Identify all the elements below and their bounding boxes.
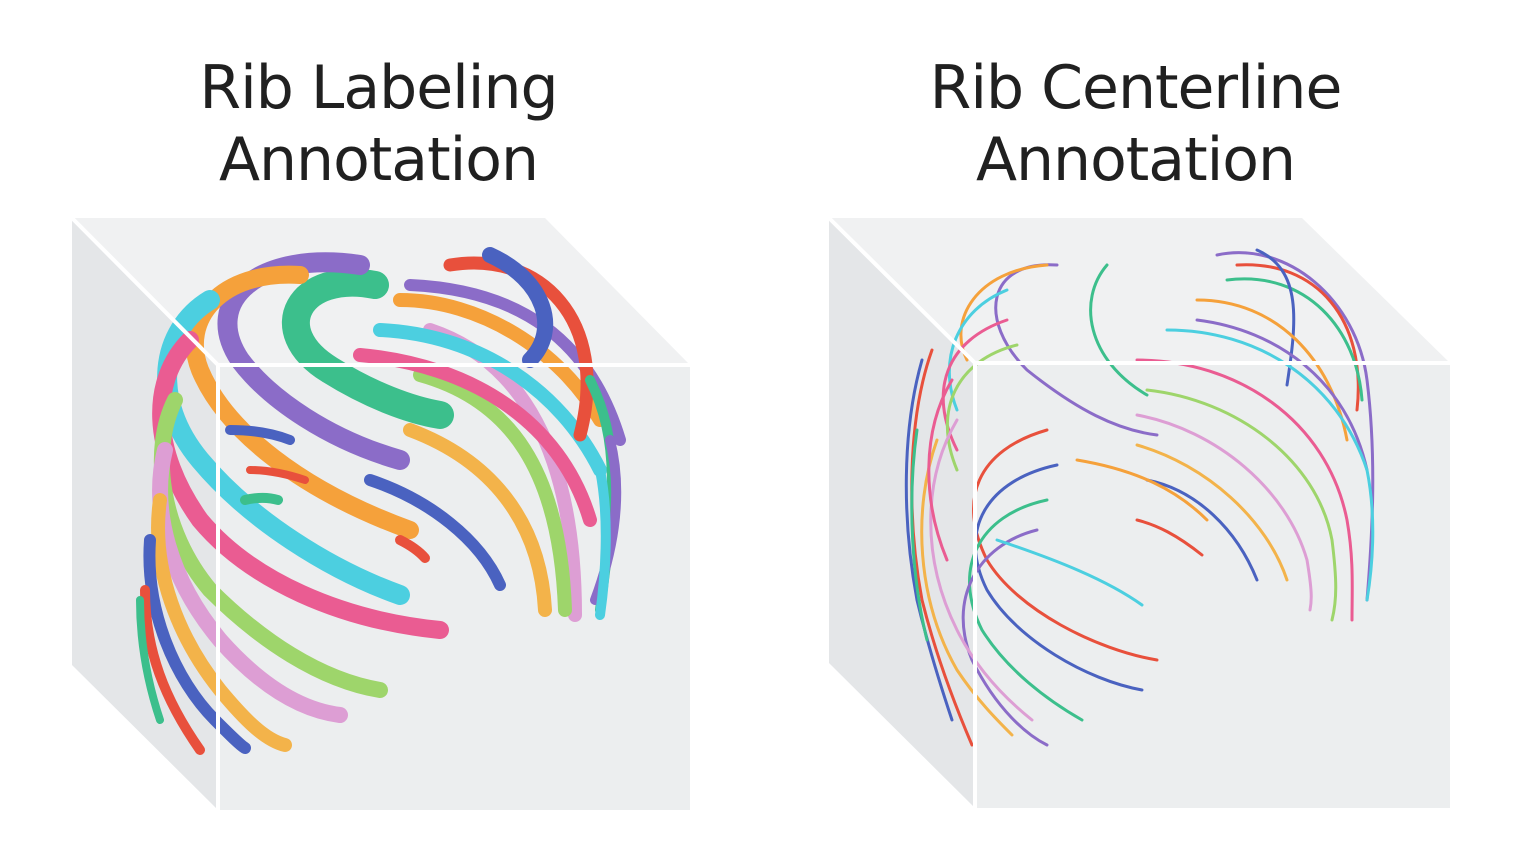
rib-centerline-13 (1089, 263, 1149, 397)
title-line-2: Annotation (218, 125, 539, 195)
rib-mask-3 (403, 423, 552, 617)
rib-centerline-7 (1165, 328, 1375, 602)
rib-mask-23 (140, 585, 205, 755)
rib-mask-2 (413, 368, 572, 617)
rib-centerline-1 (1215, 251, 1375, 602)
rib-centerline-scene (827, 216, 1450, 808)
rib-mask-9 (443, 256, 594, 442)
panel-title: Rib Labeling Annotation (0, 52, 757, 196)
rib-mask-21 (151, 493, 292, 752)
rib-centerline-27 (920, 438, 1014, 737)
title-line-1: Rib Labeling (199, 53, 558, 123)
rib-mask-13 (595, 465, 611, 620)
rib-mask-22 (143, 534, 251, 754)
rib-centerline-21 (968, 498, 1084, 722)
rib-mask-10 (482, 247, 554, 368)
rib-centerline-3 (1225, 277, 1364, 402)
rib-mask-5 (353, 348, 597, 527)
rib-centerline-8 (1135, 358, 1354, 622)
box-edges (827, 216, 1450, 808)
rib-mask-25 (225, 425, 295, 445)
rib-centerline-14 (994, 263, 1159, 437)
rib-centerline-panel: Rib Centerline Annotation (757, 0, 1514, 856)
rib-centerline-9 (1145, 388, 1338, 622)
rib-centerline-24 (1135, 518, 1204, 557)
rib-mask-16 (186, 265, 419, 539)
title-line-1: Rib Centerline (929, 53, 1343, 123)
rib-labeling-panel: Rib Labeling Annotation (0, 52, 757, 810)
rib-centerline-25 (995, 538, 1144, 607)
rib-centerline-31 (927, 378, 954, 562)
rib-centerline-5 (1195, 298, 1349, 442)
rib-mask-28 (395, 535, 430, 563)
rib-centerline-10 (1135, 413, 1313, 612)
rib-mask-24 (136, 596, 164, 724)
rib-centerline-6 (1195, 318, 1369, 472)
rib-mask-4 (364, 474, 506, 591)
rib-mask-18 (152, 331, 449, 639)
title-line-2: Annotation (975, 125, 1296, 195)
panel-title: Rib Centerline Annotation (757, 52, 1514, 196)
box-edges (70, 216, 690, 810)
box-left-face (72, 218, 218, 810)
rib-centerline-16 (947, 288, 1009, 412)
rib-centerline-23 (1075, 458, 1209, 522)
rib-mask-17 (157, 290, 410, 605)
rib-centerline-11 (1135, 443, 1289, 582)
rib-centerline-12 (1145, 478, 1259, 582)
rib-mask-14 (282, 268, 454, 429)
rib-centerline-29 (904, 358, 954, 722)
rib-centerline-30 (910, 428, 929, 642)
rib-centerline-18 (945, 343, 1019, 472)
rib-labeling-scene (70, 216, 690, 810)
rib-mask-27 (240, 492, 283, 505)
rib-centerline-26 (929, 418, 1034, 722)
rib-mask-26 (246, 466, 309, 484)
rib-centerline-20 (973, 463, 1144, 692)
rib-centerline-28 (910, 348, 974, 747)
